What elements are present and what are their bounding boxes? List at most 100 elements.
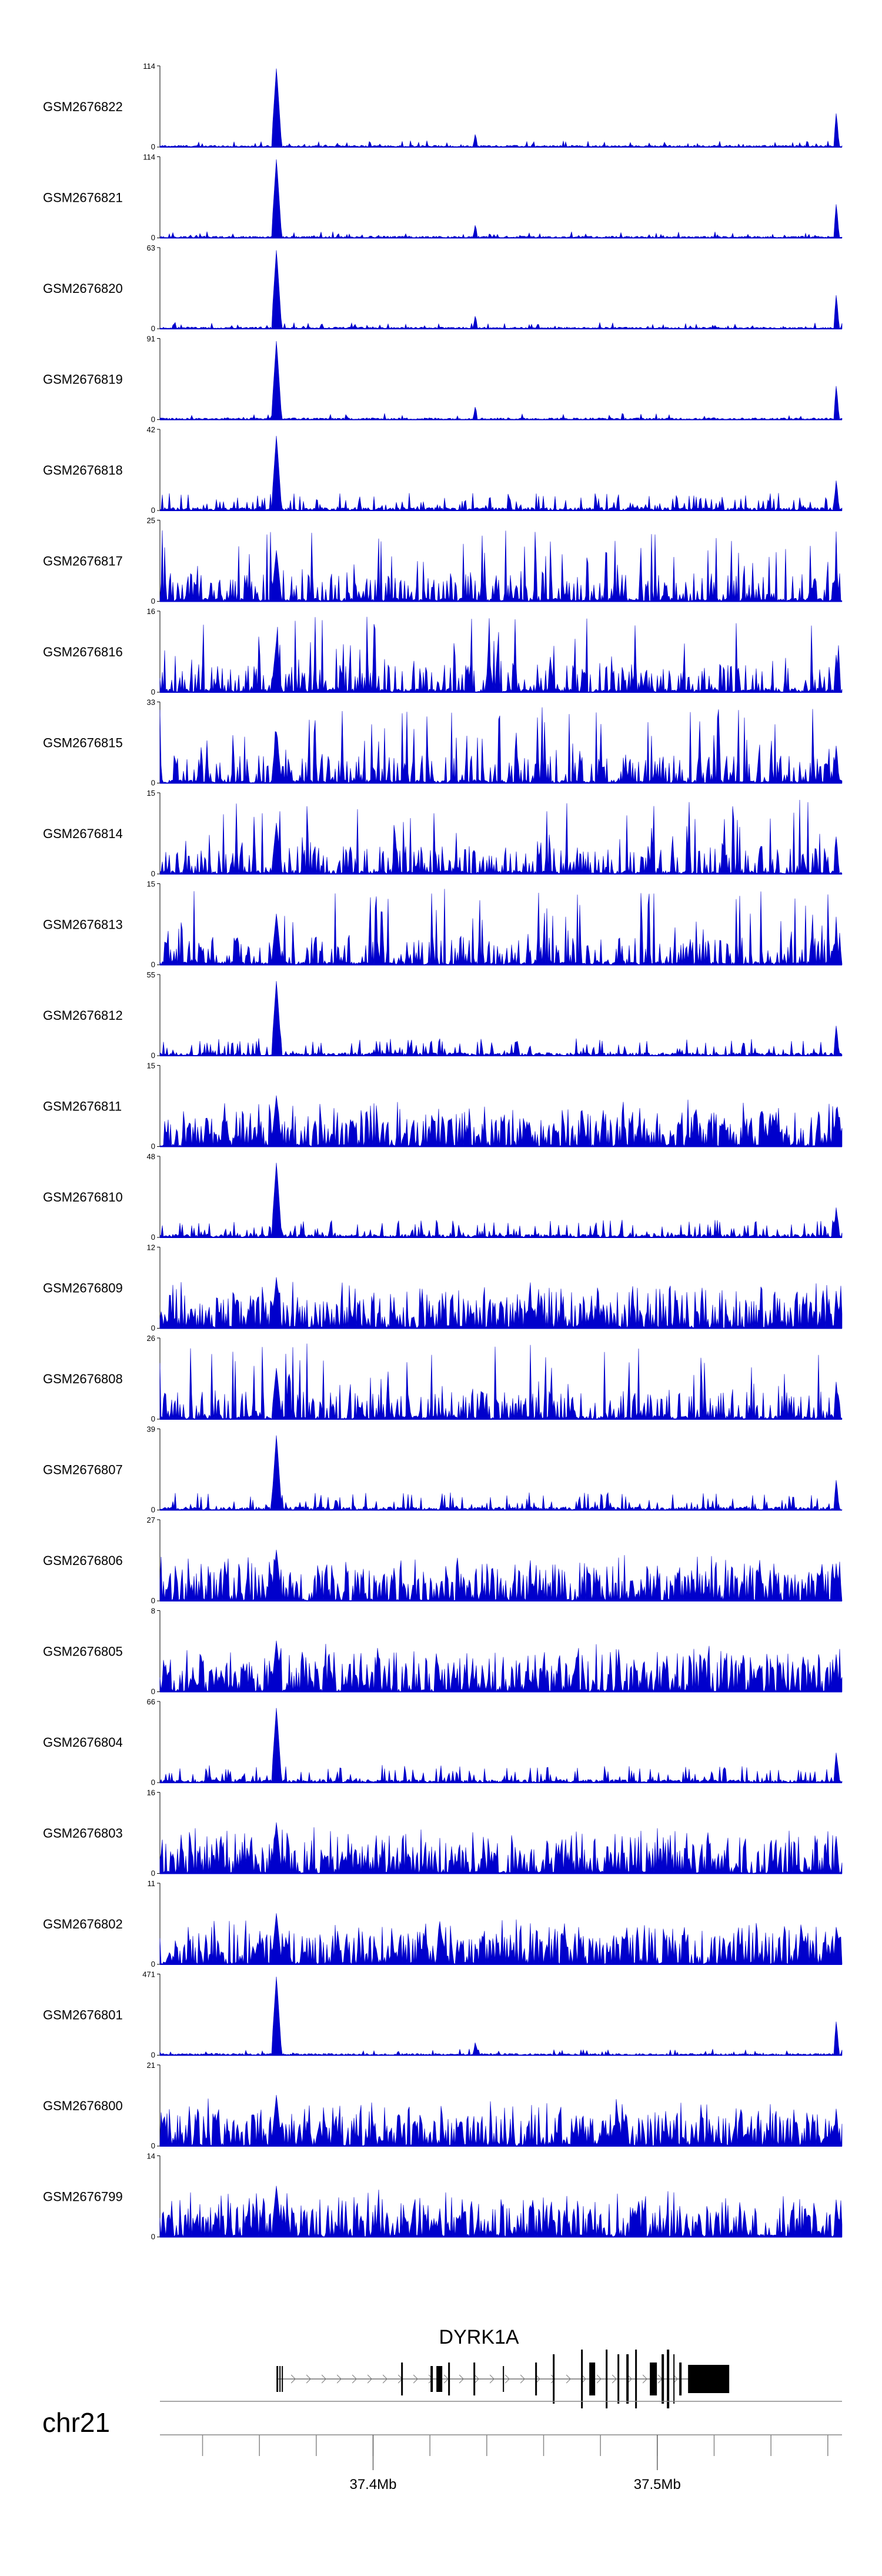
y-max-label: 55 [147, 970, 155, 979]
track-GSM2676819: GSM2676819 91 0 [43, 335, 843, 424]
sample-label: GSM2676817 [43, 554, 123, 569]
track-GSM2676813: GSM2676813 15 0 [43, 880, 843, 969]
exon [662, 2354, 664, 2404]
y-max-label: 15 [147, 789, 155, 798]
strand-arrow [627, 2374, 632, 2384]
chromosome-label: chr21 [42, 2407, 110, 2438]
exon [473, 2363, 476, 2395]
y-min-label: 0 [151, 324, 155, 333]
y-max-label: 471 [142, 1970, 155, 1979]
coverage-area [159, 1550, 843, 1602]
exon [679, 2363, 682, 2395]
track-GSM2676808: GSM2676808 26 0 [43, 1334, 843, 1423]
sample-label: GSM2676804 [43, 1735, 123, 1750]
track-GSM2676822: GSM2676822 114 0 [43, 62, 843, 151]
axis-tick-label: 37.5Mb [634, 2477, 681, 2492]
track-GSM2676820: GSM2676820 63 0 [43, 243, 843, 333]
coverage-area [159, 2095, 843, 2147]
track-GSM2676804: GSM2676804 66 0 [43, 1697, 843, 1787]
strand-arrow [367, 2374, 372, 2384]
y-max-label: 15 [147, 880, 155, 889]
exon [617, 2354, 620, 2404]
exon [650, 2363, 657, 2395]
y-max-label: 48 [147, 1152, 155, 1161]
coverage-area [159, 1708, 843, 1783]
strand-arrow [382, 2374, 387, 2384]
y-min-label: 0 [151, 1051, 155, 1060]
exon [503, 2366, 505, 2392]
track-GSM2676821: GSM2676821 114 0 [43, 153, 843, 242]
y-max-label: 15 [147, 1062, 155, 1070]
exon [688, 2365, 730, 2393]
strand-arrow [413, 2374, 418, 2384]
sample-label: GSM2676810 [43, 1190, 123, 1204]
y-max-label: 26 [147, 1334, 155, 1343]
track-GSM2676818: GSM2676818 42 0 [43, 425, 843, 515]
exon [606, 2350, 608, 2408]
coverage-area [159, 1095, 843, 1147]
coverage-area [159, 707, 843, 784]
coverage-area [159, 1913, 843, 1965]
y-max-label: 16 [147, 607, 155, 616]
strand-arrow [505, 2374, 510, 2384]
sample-label: GSM2676814 [43, 826, 123, 841]
exon [282, 2366, 283, 2392]
coverage-area [159, 889, 843, 966]
sample-label: GSM2676803 [43, 1826, 123, 1841]
coverage-area [159, 616, 843, 693]
sample-label: GSM2676818 [43, 463, 123, 478]
sample-label: GSM2676812 [43, 1008, 123, 1023]
y-min-label: 0 [151, 960, 155, 969]
strand-arrow [581, 2374, 586, 2384]
y-min-label: 0 [151, 688, 155, 696]
y-max-label: 14 [147, 2152, 155, 2161]
track-GSM2676812: GSM2676812 55 0 [43, 970, 843, 1060]
strand-arrow [474, 2374, 479, 2384]
strand-arrow [642, 2374, 647, 2384]
y-min-label: 0 [151, 233, 155, 242]
coverage-area [159, 1343, 843, 1420]
track-GSM2676811: GSM2676811 15 0 [43, 1062, 843, 1151]
coverage-area [159, 2185, 843, 2238]
track-GSM2676805: GSM2676805 8 0 [43, 1607, 843, 1696]
y-max-label: 114 [143, 62, 155, 71]
y-max-label: 27 [147, 1516, 155, 1524]
sample-label: GSM2676802 [43, 1917, 123, 1931]
exon [276, 2366, 279, 2392]
sample-label: GSM2676805 [43, 1644, 123, 1659]
y-min-label: 0 [151, 142, 155, 151]
sample-label: GSM2676800 [43, 2098, 123, 2113]
y-min-label: 0 [151, 1506, 155, 1514]
strand-arrow [428, 2374, 433, 2384]
y-max-label: 12 [147, 1243, 155, 1252]
strand-arrow [321, 2374, 326, 2384]
strand-arrow [489, 2374, 495, 2384]
exon [581, 2350, 583, 2408]
coverage-area [159, 250, 843, 329]
track-GSM2676807: GSM2676807 39 0 [43, 1425, 843, 1514]
coverage-area [159, 530, 843, 602]
y-max-label: 42 [147, 425, 155, 434]
y-min-label: 0 [151, 597, 155, 606]
track-GSM2676815: GSM2676815 33 0 [43, 698, 843, 788]
exon [436, 2366, 443, 2392]
y-min-label: 0 [151, 2141, 155, 2150]
y-min-label: 0 [151, 1960, 155, 1968]
y-max-label: 33 [147, 698, 155, 707]
strand-arrow [596, 2374, 602, 2384]
track-GSM2676809: GSM2676809 12 0 [43, 1243, 843, 1333]
strand-arrow [336, 2374, 342, 2384]
y-min-label: 0 [151, 2233, 155, 2241]
exon [279, 2366, 281, 2392]
sample-label: GSM2676811 [43, 1099, 122, 1114]
y-min-label: 0 [151, 1778, 155, 1787]
exon [430, 2366, 433, 2392]
sample-label: GSM2676820 [43, 281, 123, 296]
y-max-label: 66 [147, 1697, 155, 1706]
track-GSM2676810: GSM2676810 48 0 [43, 1152, 843, 1242]
track-GSM2676801: GSM2676801 471 0 [43, 1970, 843, 2060]
y-max-label: 25 [147, 516, 155, 525]
y-min-label: 0 [151, 1233, 155, 1242]
y-min-label: 0 [151, 415, 155, 424]
